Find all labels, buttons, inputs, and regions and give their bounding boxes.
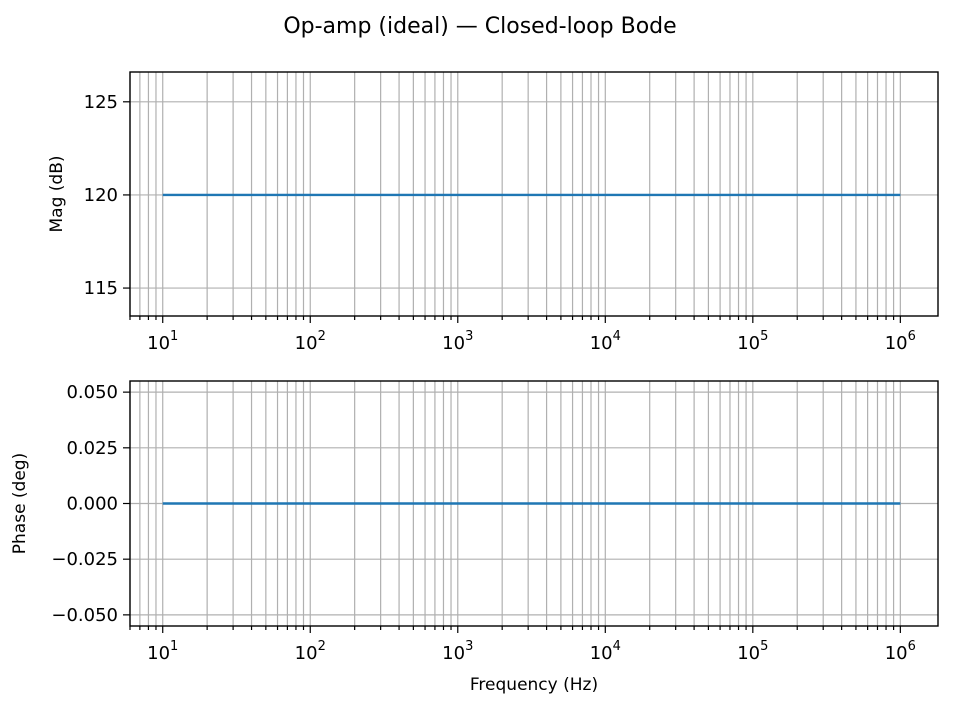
bode-panels: 115 120 125 101 102 103 104 105 106 Mag (dB) −0.05…	[10, 71, 939, 695]
x-tick-label: 105	[737, 329, 768, 354]
x-tick-label: 101	[147, 639, 178, 664]
x-tick-label: 106	[885, 639, 916, 664]
y-tick-label: 0.050	[66, 382, 118, 403]
figure-title: Op-amp (ideal) — Closed-loop Bode	[283, 14, 676, 39]
x-tick-label: 102	[295, 639, 326, 664]
magnitude-axes: 115 120 125 101 102 103 104 105 106 Mag (dB)	[47, 71, 939, 354]
x-tick-label: 101	[147, 329, 178, 354]
y-tick-label: 125	[84, 92, 118, 113]
y-tick-label: −0.025	[51, 549, 118, 570]
x-tick-label: 103	[442, 329, 473, 354]
phase-ylabel: Phase (deg)	[10, 453, 30, 554]
magnitude-ylabel: Mag (dB)	[47, 156, 67, 233]
x-tick-label: 103	[442, 639, 473, 664]
y-tick-label: −0.050	[51, 605, 118, 626]
x-tick-label: 105	[737, 639, 768, 664]
phase-axes: −0.050 −0.025 0.000 0.025 0.050 101 102 103 104 1…	[10, 380, 939, 695]
y-tick-label: 120	[84, 185, 118, 206]
x-tick-label: 104	[590, 639, 621, 664]
x-tick-label: 106	[885, 329, 916, 354]
x-tick-label: 104	[590, 329, 621, 354]
x-tick-label: 102	[295, 329, 326, 354]
phase-frame	[129, 380, 939, 627]
y-tick-label: 0.025	[66, 438, 118, 459]
magnitude-frame	[129, 71, 939, 317]
phase-xlabel: Frequency (Hz)	[470, 675, 598, 695]
y-tick-label: 115	[84, 278, 118, 299]
y-tick-label: 0.000	[66, 494, 118, 515]
